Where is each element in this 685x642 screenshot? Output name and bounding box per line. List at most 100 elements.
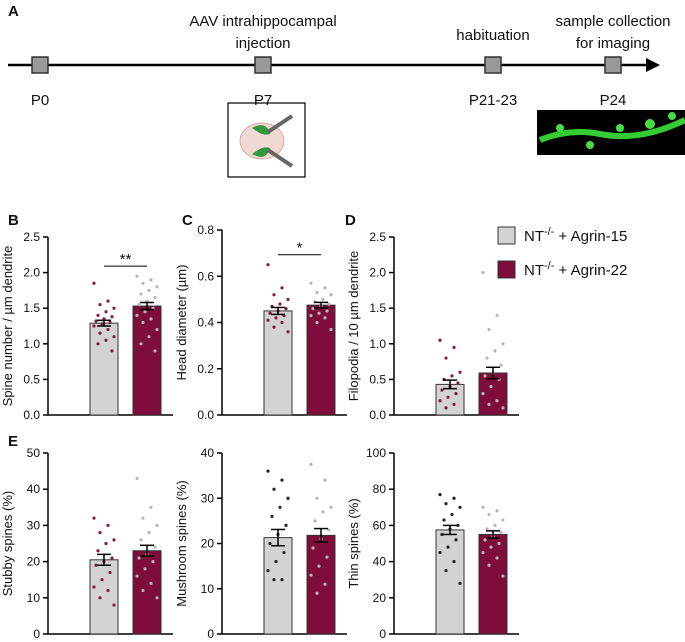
data-point	[487, 327, 491, 332]
data-point	[266, 263, 270, 267]
data-point	[309, 573, 313, 577]
timepoint-marker	[604, 56, 622, 74]
data-point	[266, 569, 270, 573]
data-point	[274, 316, 278, 320]
data-point	[481, 392, 485, 396]
data-point	[329, 327, 333, 332]
timepoint-label: P7	[254, 92, 272, 109]
data-point	[153, 349, 157, 353]
y-tick-label: 20	[201, 537, 215, 551]
y-tick-label: 20	[373, 591, 387, 605]
data-point	[438, 493, 442, 497]
data-point	[325, 309, 329, 313]
data-point	[96, 549, 100, 553]
data-point	[325, 555, 329, 559]
data-point	[135, 574, 139, 578]
data-point	[280, 286, 284, 290]
data-point	[143, 567, 147, 571]
data-point	[444, 502, 448, 506]
data-point	[135, 313, 139, 317]
data-point	[143, 310, 147, 314]
y-tick-label: 0.0	[197, 408, 214, 422]
y-tick-label: 10	[201, 582, 215, 596]
data-point	[501, 342, 505, 346]
significance-label: **	[120, 251, 132, 268]
data-point	[284, 307, 288, 311]
y-tick-label: 2.5	[369, 230, 386, 244]
y-axis-label: Mushroom spines (%)	[174, 480, 189, 606]
event-label: AAV intrahippocampal	[189, 13, 336, 30]
data-point	[450, 512, 454, 517]
data-point	[110, 349, 114, 353]
error-bar	[97, 319, 111, 327]
y-axis-label: Head diameter (µm)	[174, 265, 189, 381]
timepoint-label: P21-23	[469, 92, 517, 109]
data-point	[438, 338, 442, 342]
y-tick-label: 10	[27, 591, 41, 605]
y-tick-label: 2.5	[23, 230, 40, 244]
data-point	[284, 523, 288, 528]
data-point	[139, 538, 143, 542]
data-point	[112, 306, 116, 310]
data-point	[149, 278, 153, 282]
dendrite-image	[537, 110, 685, 155]
data-point	[98, 303, 102, 307]
y-tick-label: 0.8	[197, 223, 214, 237]
y-tick-label: 80	[373, 482, 387, 496]
data-point	[315, 496, 319, 500]
y-axis-label: Spine number / µm dendrite	[0, 246, 15, 407]
y-tick-label: 1.0	[23, 337, 40, 351]
data-point	[112, 603, 116, 607]
data-point	[155, 596, 159, 600]
data-point	[147, 288, 151, 292]
event-label: injection	[235, 35, 290, 52]
data-point	[446, 545, 450, 549]
timepoint-marker	[31, 56, 49, 74]
data-point	[501, 518, 505, 522]
data-point	[446, 395, 450, 399]
event-label: habituation	[456, 27, 529, 44]
data-point	[155, 285, 159, 289]
data-point	[141, 320, 145, 325]
data-point	[149, 581, 153, 585]
data-point	[280, 578, 284, 582]
data-point	[329, 293, 333, 297]
data-point	[153, 295, 157, 300]
data-point	[104, 338, 108, 342]
data-point	[155, 523, 159, 528]
data-point	[135, 476, 139, 480]
timepoint-label: P24	[600, 92, 627, 109]
data-point	[268, 311, 272, 315]
data-point	[135, 274, 139, 278]
data-point	[139, 292, 143, 296]
y-tick-label: 0.6	[197, 269, 214, 283]
data-point	[147, 335, 151, 339]
data-point	[444, 356, 448, 360]
data-point	[481, 271, 485, 275]
error-bar	[271, 528, 285, 547]
data-point	[487, 402, 491, 406]
injection-illustration	[227, 102, 306, 178]
error-bar	[486, 366, 500, 380]
data-point	[110, 556, 114, 560]
data-point	[286, 496, 290, 500]
y-tick-label: 0.5	[23, 372, 40, 386]
data-point	[327, 302, 331, 306]
data-point	[458, 505, 462, 509]
timeline-arrow	[646, 58, 660, 72]
data-point	[323, 286, 327, 290]
data-point	[98, 596, 102, 600]
data-point	[323, 316, 327, 320]
data-point	[452, 560, 456, 564]
y-tick-label: 0.2	[197, 362, 214, 376]
data-point	[440, 532, 444, 537]
data-point	[481, 550, 485, 555]
data-point	[112, 335, 116, 339]
data-point	[96, 313, 100, 317]
error-bar	[271, 306, 285, 316]
data-point	[272, 293, 276, 297]
y-tick-label: 40	[201, 446, 215, 460]
data-point	[100, 578, 104, 582]
bar	[89, 322, 119, 416]
